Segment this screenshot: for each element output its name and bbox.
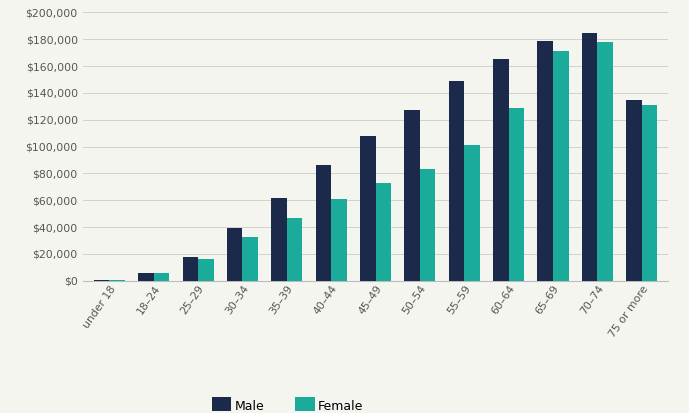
Bar bbox=[404, 110, 420, 281]
Bar bbox=[597, 42, 613, 281]
Bar bbox=[360, 136, 376, 281]
Bar bbox=[508, 108, 524, 281]
Bar bbox=[626, 100, 641, 281]
Bar bbox=[537, 40, 553, 281]
Bar bbox=[227, 228, 243, 281]
Bar bbox=[376, 183, 391, 281]
Bar bbox=[316, 165, 331, 281]
Bar bbox=[243, 237, 258, 281]
Bar bbox=[582, 33, 597, 281]
Bar bbox=[94, 280, 110, 281]
Bar bbox=[198, 259, 214, 281]
Bar bbox=[641, 105, 657, 281]
Bar bbox=[287, 218, 302, 281]
Bar bbox=[493, 59, 508, 281]
Bar bbox=[464, 145, 480, 281]
Bar bbox=[449, 81, 464, 281]
Bar bbox=[183, 256, 198, 281]
Bar bbox=[154, 273, 169, 281]
Bar bbox=[271, 197, 287, 281]
Bar bbox=[420, 169, 435, 281]
Bar bbox=[110, 280, 125, 281]
Bar bbox=[331, 199, 347, 281]
Bar bbox=[553, 51, 568, 281]
Legend: Male, Female: Male, Female bbox=[212, 400, 363, 413]
Bar bbox=[138, 273, 154, 281]
